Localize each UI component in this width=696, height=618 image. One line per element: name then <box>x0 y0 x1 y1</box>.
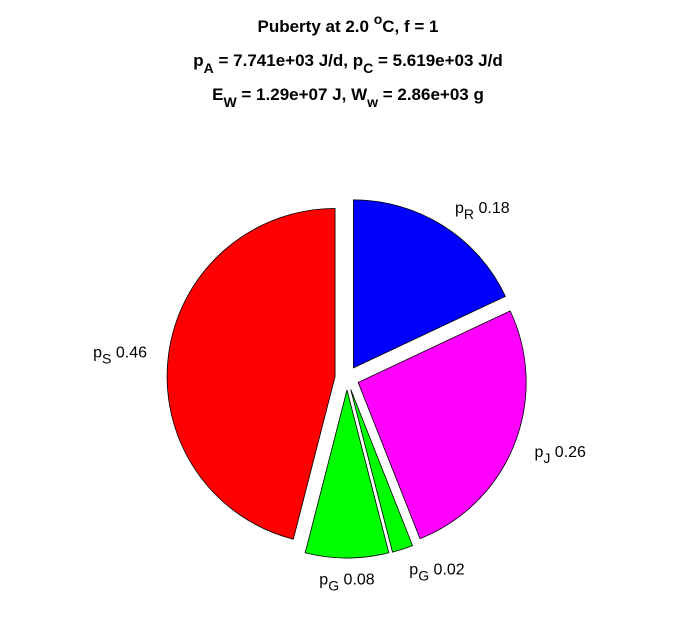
title-segment: C <box>363 60 373 76</box>
pie-slice <box>353 199 506 369</box>
label-prefix: p <box>534 444 543 461</box>
title-segment: A <box>204 60 214 76</box>
pie-slice <box>166 208 336 540</box>
title-segment: w <box>366 94 378 110</box>
label-value: 0.08 <box>344 572 375 589</box>
slice-label: pG 0.08 <box>319 572 374 595</box>
label-value: 0.18 <box>479 200 510 217</box>
label-value: 0.02 <box>434 562 465 579</box>
label-prefix: p <box>93 345 102 362</box>
title-segment: E <box>212 85 223 104</box>
slice-label: pJ 0.26 <box>534 444 586 467</box>
title-segment: = 5.619e+03 J/d <box>373 51 503 70</box>
title-segment: o <box>374 11 383 27</box>
chart-title: pA = 7.741e+03 J/d, pC = 5.619e+03 J/d <box>193 51 502 76</box>
label-subscript: R <box>464 206 474 222</box>
slice-label: pG 0.02 <box>409 562 464 585</box>
label-subscript: G <box>328 578 339 594</box>
title-segment: = 2.86e+03 g <box>378 85 484 104</box>
title-segment: W <box>223 94 237 110</box>
label-value: 0.46 <box>116 345 147 362</box>
chart-title: EW = 1.29e+07 J, Ww = 2.86e+03 g <box>212 85 484 110</box>
slice-label: pR 0.18 <box>455 200 510 223</box>
label-prefix: p <box>319 572 328 589</box>
title-segment: Puberty at 2.0 <box>258 17 374 36</box>
label-subscript: G <box>418 568 429 584</box>
label-subscript: S <box>102 351 111 367</box>
chart-title: Puberty at 2.0 oC, f = 1 <box>258 11 439 36</box>
title-segment: = 1.29e+07 J, W <box>237 85 368 104</box>
label-subscript: J <box>543 450 550 466</box>
title-segment: = 7.741e+03 J/d, p <box>214 51 363 70</box>
label-value: 0.26 <box>555 444 586 461</box>
pie-slice <box>357 310 527 540</box>
title-segment: C, f = 1 <box>382 17 438 36</box>
pie-slice <box>350 389 414 553</box>
title-segment: p <box>193 51 203 70</box>
label-prefix: p <box>455 200 464 217</box>
slice-label: pS 0.46 <box>93 345 147 368</box>
label-prefix: p <box>409 562 418 579</box>
pie-slice <box>304 389 390 559</box>
